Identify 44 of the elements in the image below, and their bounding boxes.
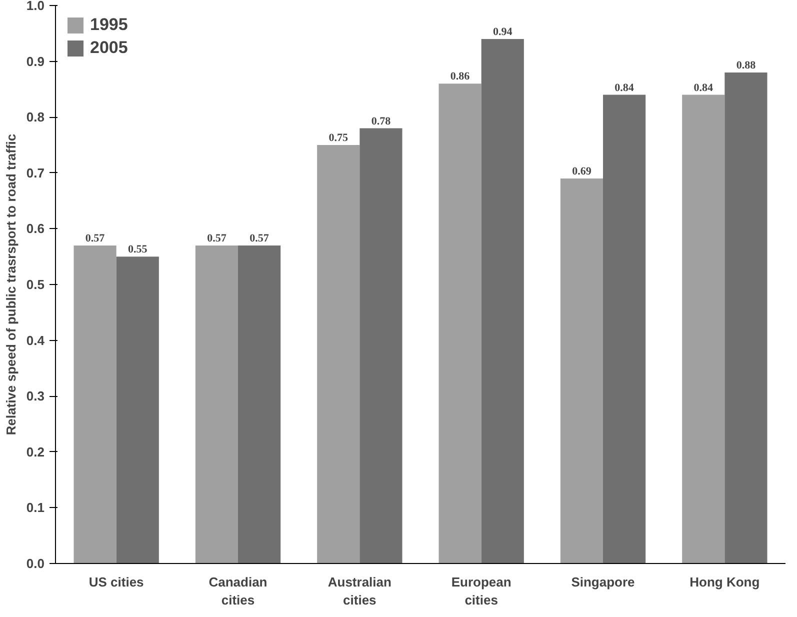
bar — [238, 245, 281, 564]
x-tick-label: Hong Kong — [690, 574, 760, 590]
data-label: 0.57 — [85, 232, 106, 244]
x-tick-label: US cities — [88, 574, 144, 590]
data-label: 0.75 — [328, 132, 348, 144]
bar — [74, 245, 116, 564]
data-label: 0.94 — [493, 26, 513, 38]
y-tick-label: 0.9 — [26, 54, 45, 69]
legend-label: 2005 — [90, 38, 128, 58]
data-label: 0.55 — [128, 244, 148, 256]
legend-label: 1995 — [90, 15, 128, 35]
bar — [682, 94, 725, 564]
y-tick-label: 0.8 — [26, 110, 45, 125]
x-tick-label: Singapore — [571, 574, 635, 590]
y-tick-label: 0.5 — [26, 277, 45, 292]
bar — [317, 145, 360, 564]
data-label: 0.84 — [614, 82, 634, 94]
y-tick-label: 0.7 — [26, 165, 45, 180]
data-label: 0.69 — [572, 165, 592, 178]
data-label: 0.86 — [450, 70, 470, 83]
bar — [195, 245, 238, 564]
x-tick-label: European cities — [451, 574, 512, 608]
y-tick-label: 0.1 — [26, 500, 45, 516]
data-label: 0.57 — [207, 232, 227, 244]
bar — [438, 84, 482, 564]
data-label: 0.57 — [250, 232, 270, 244]
x-tick-label: Canadian cities — [208, 574, 268, 608]
y-tick-label: 0.3 — [26, 388, 45, 404]
y-tick-label: 0.2 — [26, 444, 45, 460]
y-tick-label: 0.6 — [26, 221, 45, 236]
data-label: 0.88 — [736, 59, 756, 72]
y-tick-label: 1.0 — [26, 0, 45, 13]
bar — [603, 94, 646, 564]
bar — [481, 38, 524, 564]
y-tick-label: 0.4 — [26, 332, 46, 348]
y-tick-label: 0.0 — [26, 556, 45, 571]
x-tick-label: Australian cities — [328, 574, 392, 608]
bar — [560, 178, 603, 564]
data-label: 0.84 — [694, 82, 714, 94]
y-axis-title: Relative speed of public trasrsport to road traffic — [3, 134, 18, 436]
bar — [360, 128, 402, 564]
bar — [116, 256, 159, 564]
data-label: 0.78 — [371, 115, 392, 128]
bar — [724, 72, 768, 564]
